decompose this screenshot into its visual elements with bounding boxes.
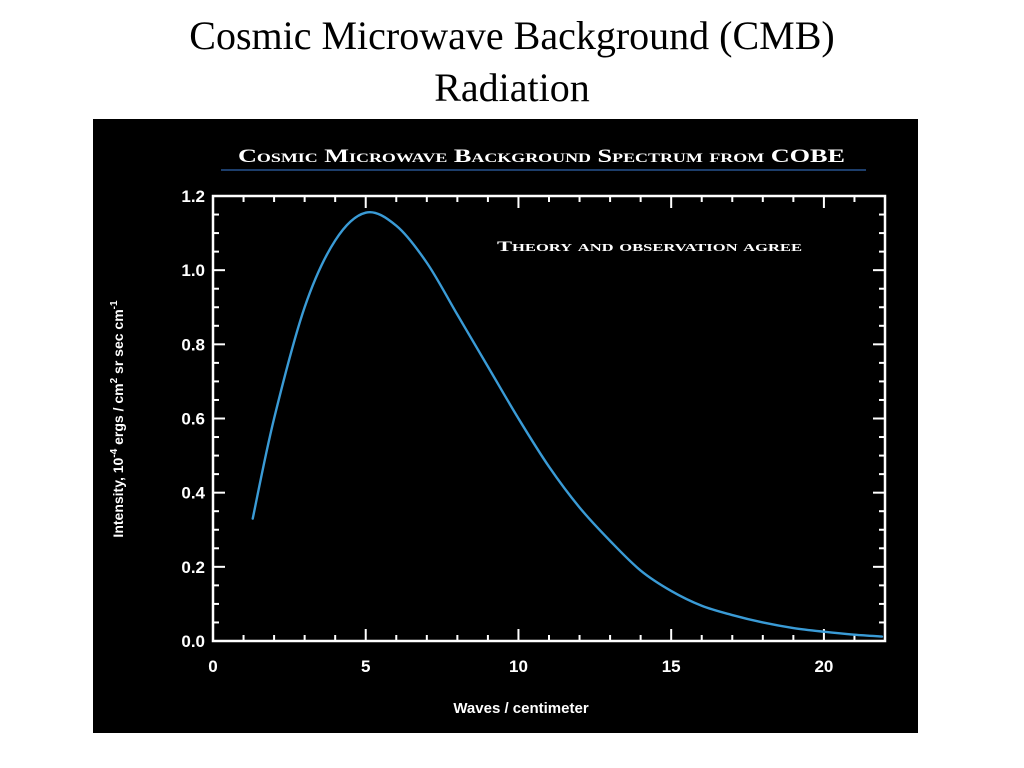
y-tick-label: 0.8 (181, 335, 205, 354)
data-point (609, 540, 611, 542)
data-point (701, 605, 703, 607)
series-points (252, 212, 883, 638)
y-axis-label-suffix: sr sec cm (110, 309, 126, 378)
data-point (273, 418, 275, 420)
data-point (304, 306, 306, 308)
x-tick-label: 20 (814, 657, 833, 676)
x-tick-label: 5 (361, 657, 370, 676)
chart: Cosmic Microwave Background Spectrum fro… (109, 146, 887, 717)
y-axis-label-exp1: -4 (109, 448, 120, 457)
data-point (881, 636, 883, 638)
x-axis-label: Waves / centimeter (453, 700, 588, 717)
data-point (548, 466, 550, 468)
y-axis-label-exp3: -1 (109, 300, 120, 309)
y-tick-label: 1.0 (181, 261, 205, 280)
plot-frame (211, 194, 887, 643)
x-ticks (212, 196, 886, 641)
y-axis-label-exp2: 2 (109, 377, 120, 383)
y-tick-label: 0.2 (181, 558, 205, 577)
cobe-figure: Cosmic Microwave Background Spectrum fro… (93, 119, 918, 733)
y-tick-labels: 0.0 0.2 0.4 0.6 0.8 1.0 1.2 (181, 187, 205, 651)
y-axis-label-middle: ergs / cm (110, 383, 126, 448)
y-tick-label: 0.6 (181, 410, 205, 429)
slide-title: Cosmic Microwave Background (CMB) Radiat… (0, 10, 1024, 114)
data-point (823, 631, 825, 633)
data-point (579, 507, 581, 509)
y-axis-label-prefix: Intensity, 10 (110, 457, 126, 537)
data-point (731, 614, 733, 616)
y-ticks (213, 195, 885, 642)
data-point (670, 590, 672, 592)
x-tick-label: 15 (662, 657, 681, 676)
data-point (365, 212, 367, 214)
data-point (334, 240, 336, 242)
data-point (640, 570, 642, 572)
data-point (487, 366, 489, 368)
y-axis-label: Intensity, 10-4 ergs / cm2 sr sec cm-1 (109, 300, 126, 538)
chart-annotation: Theory and observation agree (497, 239, 802, 255)
x-tick-labels: 0 5 10 15 20 (208, 657, 833, 676)
data-point (762, 621, 764, 623)
data-point (252, 518, 254, 520)
data-point (853, 634, 855, 636)
series-line (251, 210, 884, 638)
data-point (456, 314, 458, 316)
data-point (792, 627, 794, 629)
slide-title-line-2: Radiation (434, 65, 590, 110)
y-tick-label: 0.4 (181, 484, 205, 503)
chart-title: Cosmic Microwave Background Spectrum fro… (238, 146, 845, 167)
data-point (426, 262, 428, 264)
data-point (395, 225, 397, 227)
slide-title-line-1: Cosmic Microwave Background (CMB) (189, 13, 835, 58)
x-tick-label: 10 (509, 657, 528, 676)
data-point (517, 418, 519, 420)
x-tick-label: 0 (208, 657, 217, 676)
y-tick-label: 0.0 (181, 632, 205, 651)
y-tick-label: 1.2 (181, 187, 205, 206)
